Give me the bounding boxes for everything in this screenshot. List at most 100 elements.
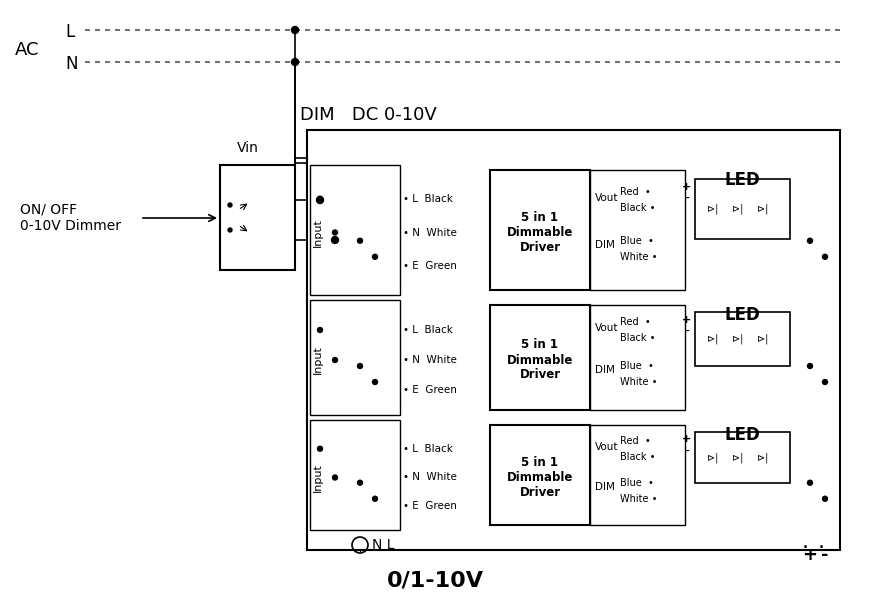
Text: ⊳|: ⊳| — [756, 334, 767, 345]
Text: Vout: Vout — [594, 441, 618, 452]
Text: • N  White: • N White — [402, 227, 456, 237]
Bar — [307, 130, 839, 550]
Text: Blue  •: Blue • — [620, 361, 653, 371]
Text: -: - — [820, 546, 828, 564]
Circle shape — [806, 480, 812, 486]
Bar — [489, 305, 589, 410]
Bar — [589, 425, 684, 525]
Circle shape — [317, 327, 322, 333]
Text: • L  Black: • L Black — [402, 325, 453, 335]
Circle shape — [821, 496, 826, 501]
Circle shape — [372, 254, 377, 259]
Text: Black •: Black • — [620, 333, 654, 343]
Text: ·: · — [817, 538, 824, 558]
Circle shape — [821, 380, 826, 384]
Text: ⊳|: ⊳| — [731, 452, 742, 463]
Text: -: - — [684, 444, 688, 459]
Text: DIM: DIM — [594, 365, 614, 375]
Text: Vin: Vin — [236, 141, 259, 155]
Text: LED: LED — [724, 426, 760, 444]
Text: L: L — [65, 23, 74, 41]
Circle shape — [331, 236, 338, 243]
Text: White •: White • — [620, 494, 657, 504]
Bar — [220, 165, 295, 270]
Text: Red  •: Red • — [620, 436, 650, 446]
Text: ON/ OFF
0-10V Dimmer: ON/ OFF 0-10V Dimmer — [20, 203, 121, 233]
Text: • N  White: • N White — [402, 355, 456, 365]
Text: Black •: Black • — [620, 202, 654, 212]
Text: • E  Green: • E Green — [402, 261, 456, 271]
Circle shape — [357, 238, 362, 243]
Text: 5 in 1
Dimmable
Driver: 5 in 1 Dimmable Driver — [507, 211, 573, 254]
Circle shape — [317, 446, 322, 451]
Text: +: + — [681, 434, 691, 444]
Text: Input: Input — [313, 218, 322, 247]
Circle shape — [372, 496, 377, 501]
Circle shape — [332, 475, 337, 480]
Text: White •: White • — [620, 377, 657, 387]
Circle shape — [357, 480, 362, 486]
Text: +: + — [681, 181, 691, 192]
Bar — [694, 312, 789, 366]
Circle shape — [291, 27, 298, 33]
Bar — [309, 300, 400, 415]
Circle shape — [228, 228, 232, 232]
Circle shape — [317, 196, 322, 201]
Bar — [309, 420, 400, 530]
Text: Input: Input — [313, 463, 322, 492]
Text: ⊳|: ⊳| — [706, 203, 718, 214]
Circle shape — [806, 364, 812, 368]
Circle shape — [821, 254, 826, 259]
Text: ⊳|: ⊳| — [706, 334, 718, 345]
Text: Black •: Black • — [620, 452, 654, 462]
Bar — [589, 170, 684, 290]
Circle shape — [372, 380, 377, 384]
Text: DIM: DIM — [594, 240, 614, 250]
Text: DIM   DC 0-10V: DIM DC 0-10V — [300, 106, 436, 124]
Circle shape — [332, 358, 337, 362]
Circle shape — [357, 364, 362, 368]
Text: 5 in 1
Dimmable
Driver: 5 in 1 Dimmable Driver — [507, 456, 573, 499]
Text: LED: LED — [724, 306, 760, 324]
Text: AC: AC — [15, 41, 39, 59]
Text: Blue  •: Blue • — [620, 478, 653, 488]
Text: • N  White: • N White — [402, 472, 456, 483]
Bar — [589, 305, 684, 410]
Text: ⊳|: ⊳| — [731, 203, 742, 214]
Text: Vout: Vout — [594, 323, 618, 333]
Circle shape — [806, 238, 812, 243]
Text: Input: Input — [313, 346, 322, 374]
Text: Red  •: Red • — [620, 317, 650, 327]
Text: ⊳|: ⊳| — [756, 452, 767, 463]
Text: LED: LED — [724, 171, 760, 189]
Text: • E  Green: • E Green — [402, 385, 456, 395]
Bar — [694, 178, 789, 239]
Circle shape — [228, 203, 232, 207]
Text: +: + — [801, 546, 817, 564]
Text: +: + — [681, 315, 691, 325]
Text: DIM: DIM — [594, 482, 614, 491]
Text: Blue  •: Blue • — [620, 236, 653, 246]
Text: ⊳|: ⊳| — [731, 334, 742, 345]
Text: N: N — [65, 55, 77, 73]
Bar — [694, 431, 789, 483]
Bar — [309, 165, 400, 295]
Text: Red  •: Red • — [620, 186, 650, 196]
Text: -: - — [684, 325, 688, 339]
Text: 0/1-10V: 0/1-10V — [386, 570, 483, 590]
Circle shape — [316, 196, 323, 203]
Text: -: - — [684, 192, 688, 205]
Text: Vout: Vout — [594, 193, 618, 202]
Text: • L  Black: • L Black — [402, 444, 453, 454]
Text: • L  Black: • L Black — [402, 194, 453, 203]
Bar — [489, 425, 589, 525]
Circle shape — [291, 58, 298, 65]
Text: ⊳|: ⊳| — [756, 203, 767, 214]
Bar — [489, 170, 589, 290]
Text: • E  Green: • E Green — [402, 501, 456, 511]
Text: ·: · — [800, 538, 807, 558]
Text: ⊳|: ⊳| — [706, 452, 718, 463]
Text: White •: White • — [620, 252, 657, 262]
Text: N L: N L — [372, 538, 394, 552]
Text: 5 in 1
Dimmable
Driver: 5 in 1 Dimmable Driver — [507, 339, 573, 381]
